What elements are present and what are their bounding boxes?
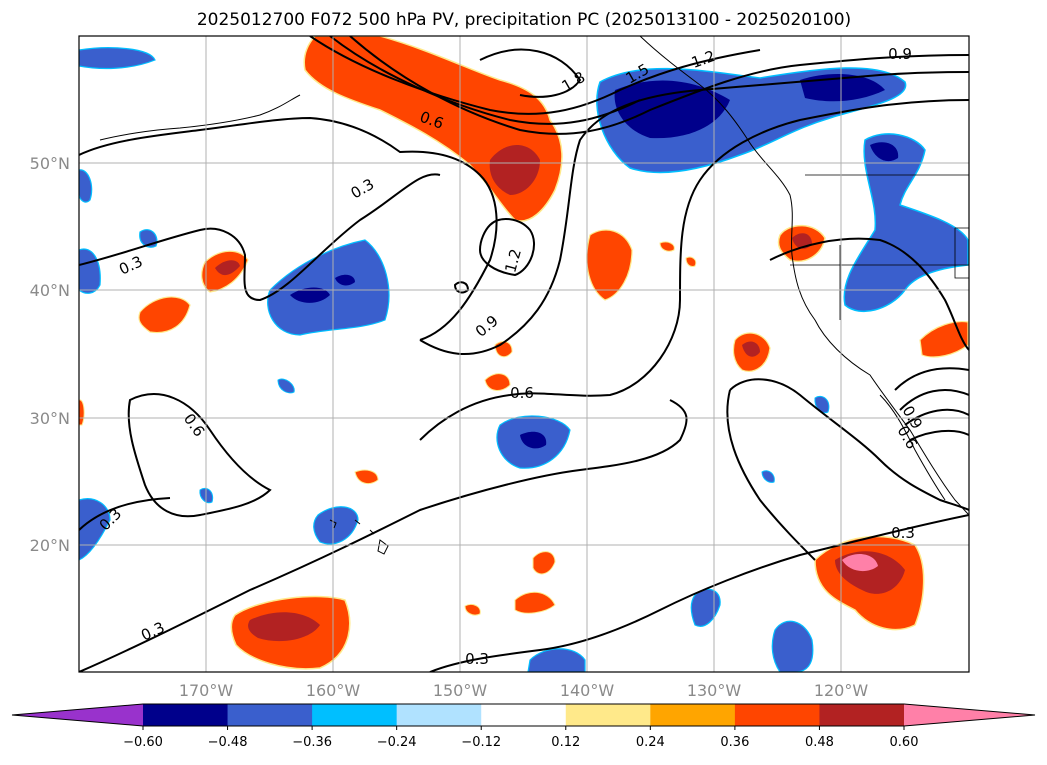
pv-contour — [729, 378, 969, 511]
pos-precip-core — [215, 260, 240, 276]
map-frame — [78, 35, 970, 673]
colorbar-tick-label: 0.48 — [805, 735, 834, 750]
neg-precip-region — [277, 378, 295, 394]
colorbar-bin — [819, 704, 905, 726]
lat-axis: 50°N 40°N 30°N 20°N — [30, 154, 70, 555]
pv-contour — [79, 116, 498, 341]
neg-precip-region — [313, 506, 359, 545]
pos-precip-region — [138, 296, 191, 334]
aleutian-islands — [99, 94, 301, 141]
pos-precip-core — [489, 145, 540, 195]
pos-precip-region — [484, 373, 511, 391]
pos-precip-region — [514, 591, 556, 614]
pos-precip-region — [586, 229, 633, 301]
pos-precip-region — [464, 603, 481, 616]
pos-precip-max — [842, 554, 878, 572]
colorbar-tick-label: −0.36 — [292, 735, 332, 750]
colorbar-bin — [312, 704, 398, 726]
pos-precip-region — [919, 320, 969, 358]
colorbar-bin — [396, 704, 482, 726]
pv-contour — [429, 514, 969, 672]
contour-label: 0.6 — [510, 384, 534, 402]
neg-precip-core — [614, 80, 730, 139]
neg-precip-core — [870, 142, 899, 162]
pos-precip-region — [532, 551, 556, 575]
colorbar-bin — [143, 704, 229, 726]
pv-contour — [329, 36, 641, 125]
colorbar-bin — [227, 704, 313, 726]
neg-precip-region — [527, 648, 586, 672]
pos-precip-core — [742, 341, 760, 357]
colorbar-tick-label: −0.60 — [123, 735, 163, 750]
colorbar-extend-max — [904, 704, 1035, 726]
figure-title: 2025012700 F072 500 hPa PV, precipitatio… — [197, 10, 851, 30]
hawaii-islands — [329, 519, 389, 555]
precip-shading — [79, 36, 969, 672]
colorbar-bin — [650, 704, 736, 726]
map-panel: 1.8 1.5 1.2 0.9 0.6 0.3 0.3 1.2 0.9 0.6 … — [78, 35, 970, 673]
neg-precip-core — [290, 287, 330, 303]
neg-precip-core — [520, 431, 547, 449]
colorbar-tick-label: 0.60 — [890, 735, 919, 750]
colorbar-extend-min — [12, 704, 143, 726]
contour-label: 1.2 — [501, 247, 525, 275]
contour-label: 0.3 — [465, 650, 489, 668]
colorbar-tick-label: −0.12 — [461, 735, 501, 750]
pv-contour — [309, 36, 761, 115]
neg-precip-core — [335, 274, 355, 286]
lon-tick-label: 170°W — [179, 681, 234, 700]
pos-precip-region — [685, 256, 697, 267]
pv-contour — [419, 71, 969, 356]
contour-label: 0.9 — [888, 45, 912, 63]
lon-tick-label: 120°W — [814, 681, 869, 700]
contour-label: 0.3 — [891, 524, 915, 542]
lon-axis: 170°W 160°W 150°W 140°W 130°W 120°W — [179, 681, 869, 700]
lon-tick-label: 160°W — [306, 681, 361, 700]
lat-tick-label: 40°N — [30, 281, 70, 300]
pv-contour — [769, 237, 969, 351]
pv-contour — [79, 399, 688, 672]
colorbar-bin — [481, 704, 567, 726]
pos-precip-region — [354, 469, 379, 485]
lon-tick-label: 150°W — [433, 681, 488, 700]
neg-precip-region — [761, 470, 775, 483]
state-borders — [790, 174, 969, 320]
baja-coastline — [879, 394, 946, 501]
colorbar-tick-label: 0.24 — [636, 735, 665, 750]
pv-contour — [127, 393, 272, 518]
lat-tick-label: 30°N — [30, 409, 70, 428]
pv-contour — [79, 173, 441, 302]
pv-contour — [894, 367, 969, 441]
colorbar-tick-label: −0.24 — [377, 735, 417, 750]
pos-precip-core — [248, 612, 320, 642]
pv-contour — [349, 36, 969, 135]
pv-contour — [726, 389, 816, 561]
colorbar-tick-label: −0.48 — [208, 735, 248, 750]
colorbar-bin — [565, 704, 651, 726]
neg-precip-region — [79, 169, 93, 203]
lat-tick-label: 50°N — [30, 154, 70, 173]
colorbar-tick-label: 0.12 — [551, 735, 580, 750]
neg-precip-region — [771, 620, 814, 672]
lat-tick-label: 20°N — [30, 536, 70, 555]
pv-contours — [79, 36, 969, 672]
neg-precip-region — [79, 47, 156, 70]
pv-contour — [419, 99, 969, 441]
colorbar-bin — [734, 704, 820, 726]
pos-precip-region — [659, 241, 675, 252]
pv-contour — [478, 218, 535, 277]
neg-precip-region — [690, 588, 721, 627]
lon-tick-label: 130°W — [687, 681, 742, 700]
pos-precip-region — [79, 399, 85, 426]
map-grid — [79, 36, 969, 672]
colorbar-tick-label: 0.36 — [720, 735, 749, 750]
colorbar: −0.60 −0.48 −0.36 −0.24 −0.12 0.12 0.24 0.36 0.4… — [11, 703, 1036, 750]
pv-contour — [479, 48, 582, 98]
lon-tick-label: 140°W — [560, 681, 615, 700]
